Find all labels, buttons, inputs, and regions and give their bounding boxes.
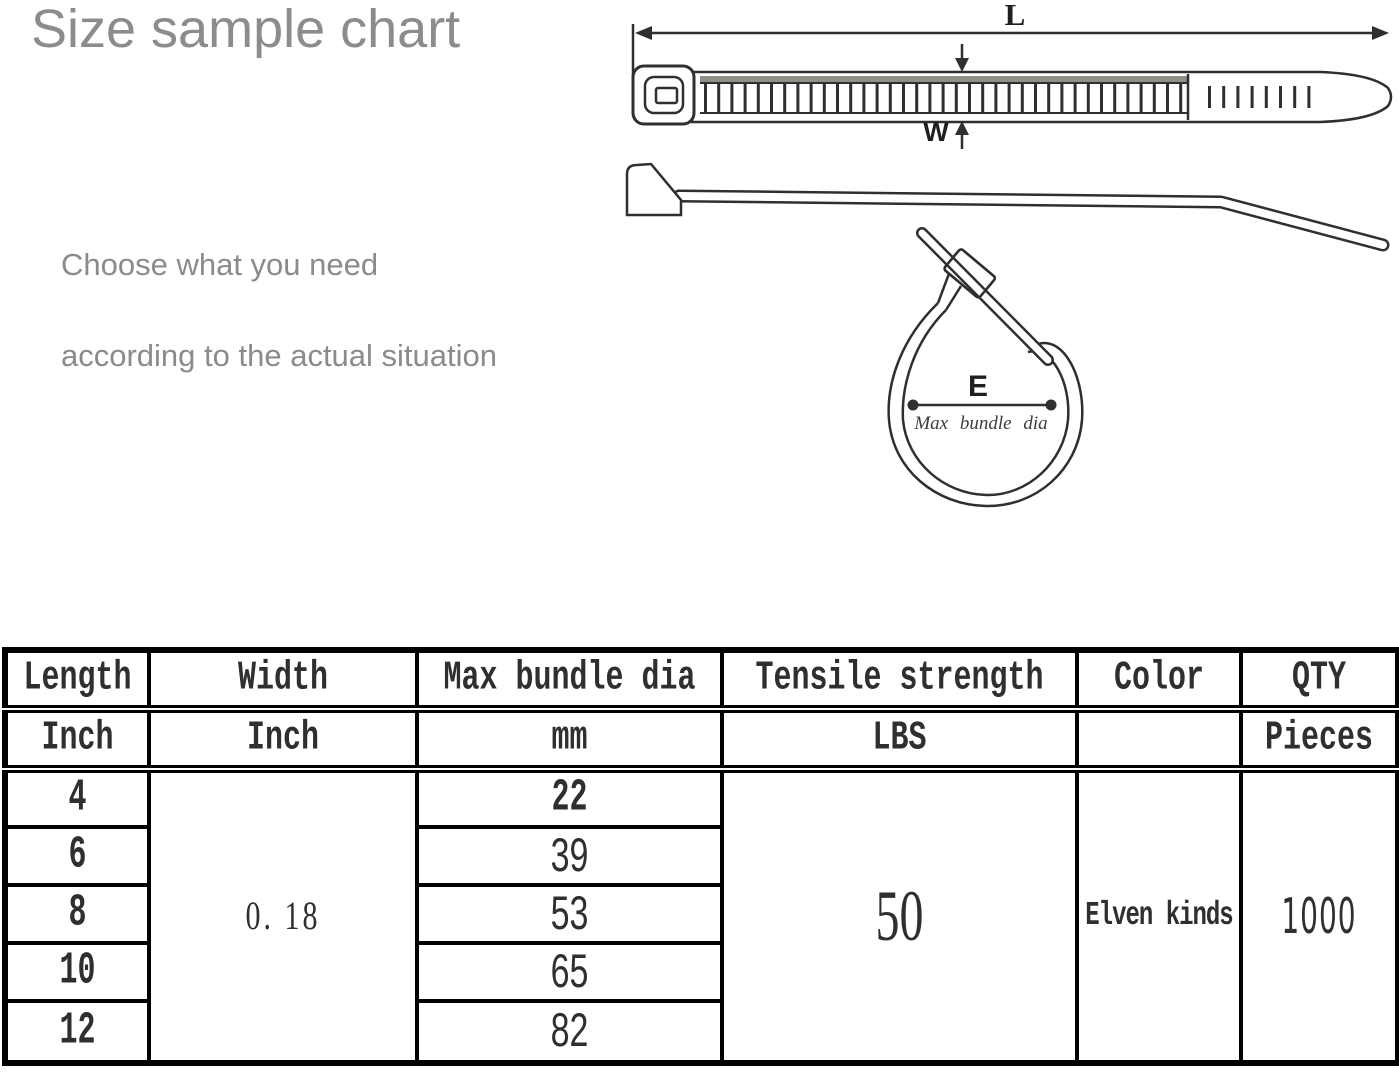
cell-dia-4: 82 (415, 999, 724, 1065)
cell-color-merged: Elven kinds (1075, 767, 1243, 1065)
col-header-color-label: Color (1113, 656, 1204, 702)
table-row-4: 12 82 (3, 999, 1398, 1065)
cell-tensile-merged: 50 (720, 767, 1079, 1065)
cell-qty-value: 1000 (1281, 887, 1357, 946)
table-row-2: 8 53 (3, 883, 1398, 945)
cell-dia-3: 65 (415, 941, 724, 1003)
width-dimension-lines (955, 44, 969, 149)
cell-length-1-value: 6 (68, 830, 87, 882)
cell-length-2-value: 8 (68, 888, 87, 940)
dim-label-diameter: E (967, 370, 988, 403)
size-spec-table: Length Width Max bundle dia Tensile stre… (2, 647, 1399, 1066)
unit-length: Inch (3, 707, 151, 773)
cell-dia-1-value: 39 (550, 828, 589, 882)
unit-tensile-strength-label: LBS (872, 716, 927, 762)
unit-qty-label: Pieces (1264, 716, 1374, 762)
cell-dia-0-value: 22 (551, 773, 588, 825)
cell-dia-4-value: 82 (550, 1004, 589, 1058)
intro-line-1: Choose what you need (61, 247, 379, 282)
col-header-color: Color (1075, 648, 1243, 713)
table-header-row: Length Width Max bundle dia Tensile stre… (3, 648, 1399, 713)
cell-tensile-value: 50 (875, 876, 924, 957)
col-header-length: Length (3, 648, 151, 713)
col-header-qty: QTY (1239, 648, 1399, 713)
tie-top-view (631, 64, 1393, 126)
unit-tensile-strength: LBS (720, 707, 1079, 773)
col-header-width-label: Width (237, 656, 328, 702)
cell-dia-2-value: 53 (550, 886, 589, 940)
cell-length-0-value: 4 (68, 773, 87, 825)
cell-length-0: 4 (3, 767, 151, 829)
cell-width-merged: 0. 18 (147, 767, 419, 1065)
cell-width-value: 0. 18 (245, 893, 321, 939)
col-header-max-bundle-dia-label: Max bundle dia (443, 656, 696, 702)
unit-width-label: Inch (246, 716, 319, 762)
page-title: Size sample chart (31, 0, 461, 59)
unit-max-bundle-dia: mm (415, 707, 724, 773)
dim-label-width: W (923, 117, 949, 147)
cable-tie-drawing (625, 24, 1393, 508)
col-header-qty-label: QTY (1291, 656, 1346, 702)
cell-dia-0: 22 (415, 767, 724, 829)
table-row-1: 6 39 (3, 825, 1398, 887)
cell-length-4: 12 (3, 999, 151, 1065)
cell-length-2: 8 (3, 883, 151, 945)
dim-caption-max-bundle-dia: Max bundle dia (914, 413, 1048, 434)
col-header-length-label: Length (23, 656, 132, 702)
table-row-3: 10 65 (3, 941, 1398, 1003)
col-header-tensile-strength-label: Tensile strength (755, 656, 1044, 702)
cell-length-3-value: 10 (59, 946, 96, 998)
table-unit-row: Inch Inch mm LBS Pieces (3, 707, 1399, 773)
cell-qty-merged: 1000 (1239, 767, 1399, 1065)
unit-length-label: Inch (41, 716, 114, 762)
cell-length-1: 6 (3, 825, 151, 887)
dim-label-length: L (1004, 0, 1026, 32)
unit-qty: Pieces (1239, 707, 1399, 773)
table-row-0: 4 0. 18 22 50 Elven kinds 1000 (3, 767, 1399, 1065)
cell-color-value: Elven kinds (1085, 897, 1233, 936)
col-header-max-bundle-dia: Max bundle dia (415, 648, 724, 713)
cell-dia-1: 39 (415, 825, 724, 887)
unit-width: Inch (147, 707, 419, 773)
cell-dia-3-value: 65 (550, 944, 589, 998)
unit-color (1075, 707, 1243, 773)
unit-max-bundle-dia-label: mm (551, 716, 588, 762)
tie-side-view (625, 162, 1390, 252)
tie-loop-view (887, 227, 1084, 508)
cell-length-4-value: 12 (59, 1006, 96, 1057)
col-header-width: Width (147, 648, 419, 713)
cell-length-3: 10 (3, 941, 151, 1003)
cell-dia-2: 53 (415, 883, 724, 945)
diameter-dimension-lines (907, 399, 1057, 411)
intro-line-2: according to the actual situation (61, 338, 497, 373)
col-header-tensile-strength: Tensile strength (720, 648, 1079, 713)
